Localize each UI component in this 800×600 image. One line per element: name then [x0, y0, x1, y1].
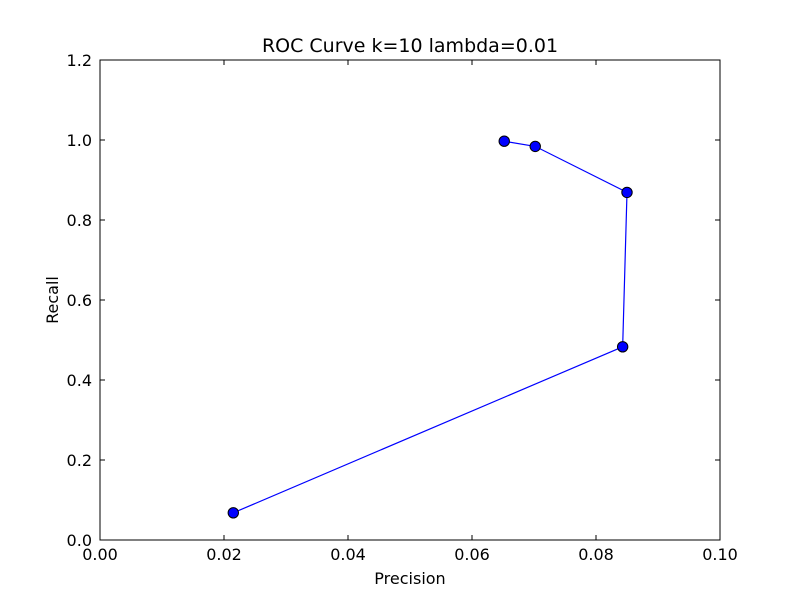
data-point: [616, 341, 629, 353]
data-point: [498, 135, 510, 147]
chart-title: ROC Curve k=10 lambda=0.01: [262, 35, 558, 57]
y-tick-label: 1.0: [67, 131, 92, 150]
y-tick-label: 0.0: [67, 531, 92, 550]
x-tick-label: 0.06: [454, 545, 490, 564]
y-axis-ticks: 0.0 0.2 0.4 0.6 0.8 1.0 1.2: [67, 51, 720, 550]
y-axis-label: Recall: [43, 276, 62, 324]
x-axis-ticks: 0.00 0.02 0.04 0.06 0.08 0.10: [82, 60, 738, 564]
data-point: [227, 507, 240, 519]
y-tick-label: 0.2: [67, 451, 92, 470]
x-tick-label: 0.02: [206, 545, 242, 564]
x-axis-label: Precision: [374, 569, 445, 588]
x-tick-label: 0.08: [578, 545, 614, 564]
y-tick-label: 0.6: [67, 291, 92, 310]
series-layer: [227, 135, 633, 519]
x-tick-label: 0.10: [702, 545, 738, 564]
y-tick-label: 0.8: [67, 211, 92, 230]
data-point: [529, 140, 541, 153]
data-point: [621, 186, 633, 199]
y-tick-label: 0.4: [67, 371, 92, 390]
x-tick-label: 0.00: [82, 545, 118, 564]
x-tick-label: 0.04: [330, 545, 366, 564]
y-tick-label: 1.2: [67, 51, 92, 70]
